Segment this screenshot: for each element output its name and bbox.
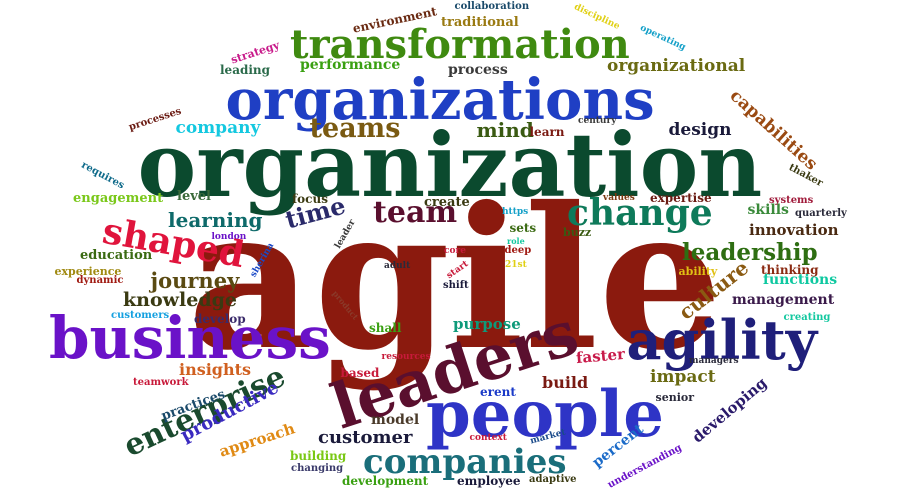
word-strategy: strategy bbox=[229, 38, 282, 66]
word-adaptive: adaptive bbox=[529, 474, 577, 485]
word-insights: insights bbox=[179, 360, 252, 379]
word-impact: impact bbox=[650, 366, 716, 387]
word-shall: shall bbox=[369, 321, 402, 335]
word-organizational: organizational bbox=[607, 55, 746, 76]
word-employee: employee bbox=[457, 474, 521, 488]
word-teams: teams bbox=[309, 112, 401, 144]
word-learn: learn bbox=[529, 125, 565, 139]
word-focus: focus bbox=[292, 192, 328, 206]
word-organization: organization bbox=[137, 113, 763, 217]
word-core: core bbox=[444, 245, 466, 256]
word-values: values bbox=[603, 192, 635, 203]
word-level: level bbox=[177, 188, 211, 204]
word-century: century bbox=[578, 115, 617, 126]
word-change: change bbox=[567, 192, 713, 234]
word-business: business bbox=[49, 304, 331, 372]
word-customer: customer bbox=[318, 427, 413, 448]
word-senior: senior bbox=[655, 390, 695, 404]
word-building: building bbox=[290, 449, 347, 463]
word-expertise: expertise bbox=[650, 191, 712, 205]
word-london: london bbox=[211, 231, 247, 242]
word-https: https bbox=[502, 206, 529, 217]
word-changing: changing bbox=[291, 463, 344, 474]
word-deep: deep bbox=[504, 245, 532, 256]
word-design: design bbox=[668, 119, 732, 140]
word-sets: sets bbox=[509, 221, 537, 235]
word-organizations: organizations bbox=[225, 67, 655, 133]
word-company: company bbox=[175, 117, 261, 138]
word-approach: approach bbox=[216, 418, 298, 461]
word-develop: develop bbox=[194, 312, 246, 326]
word-thinking: thinking bbox=[761, 263, 819, 277]
word-faster: faster bbox=[574, 344, 626, 367]
word-management: management bbox=[732, 292, 835, 308]
word-create: create bbox=[424, 194, 470, 210]
word-performance: performance bbox=[300, 57, 401, 73]
word-model: model bbox=[371, 412, 420, 428]
word-mind: mind bbox=[476, 118, 534, 142]
word-agility: agility bbox=[626, 308, 818, 372]
word-customers: customers bbox=[111, 310, 170, 321]
word-based: based bbox=[340, 366, 380, 380]
word-role: role bbox=[507, 236, 525, 246]
word-agile: agile bbox=[187, 163, 723, 393]
word-operating: operating bbox=[637, 22, 687, 53]
word-skills: skills bbox=[747, 202, 789, 218]
word-process: process bbox=[448, 62, 508, 78]
word-systems: systems bbox=[769, 195, 814, 206]
word-teamwork: teamwork bbox=[133, 377, 189, 388]
word-journey: journey bbox=[150, 267, 240, 293]
word-managers: managers bbox=[689, 355, 739, 366]
word-leadership: leadership bbox=[682, 238, 818, 266]
word-erent: erent bbox=[480, 385, 516, 399]
word-team: team bbox=[373, 195, 458, 230]
word-adult: adult bbox=[384, 260, 411, 271]
word-buzz: buzz bbox=[563, 225, 592, 239]
word-ability: ability bbox=[678, 264, 718, 278]
word-dynamic: dynamic bbox=[76, 275, 124, 286]
word-creating: creating bbox=[783, 312, 831, 323]
word-collaboration: collaboration bbox=[454, 1, 530, 12]
word-innovation: innovation bbox=[749, 220, 839, 239]
word-leading: leading bbox=[220, 63, 271, 77]
word-transformation: transformation bbox=[290, 21, 630, 68]
word-companies: companies bbox=[363, 442, 567, 482]
word-shift: shift bbox=[443, 280, 469, 291]
word-purpose: purpose bbox=[453, 314, 521, 333]
word-functions: functions bbox=[763, 272, 838, 288]
word-quarterly: quarterly bbox=[795, 208, 847, 219]
word-knowledge: knowledge bbox=[123, 288, 237, 311]
word-development: development bbox=[342, 474, 429, 488]
word-resources: resources bbox=[381, 351, 431, 362]
word-engagement: engagement bbox=[73, 190, 164, 206]
word-traditional: traditional bbox=[441, 14, 519, 30]
word-build: build bbox=[542, 373, 589, 392]
word-experience: experience bbox=[54, 264, 122, 278]
word-education: education bbox=[80, 247, 153, 263]
word-21st: 21st bbox=[505, 259, 527, 270]
word-people: people bbox=[426, 377, 664, 452]
word-learning: learning bbox=[168, 208, 263, 232]
word-requires: requires bbox=[78, 159, 126, 192]
word-context: context bbox=[469, 432, 507, 443]
